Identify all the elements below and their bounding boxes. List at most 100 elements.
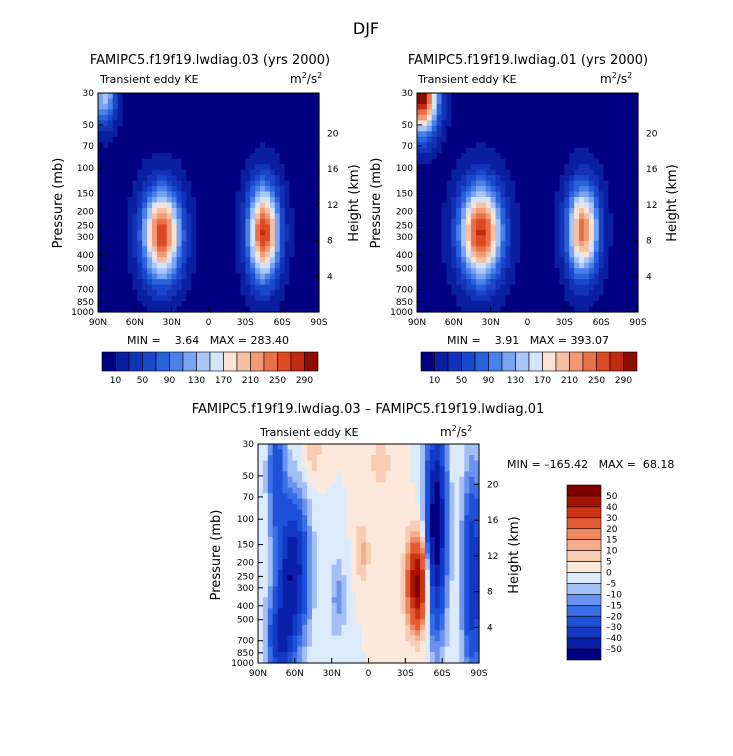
field-cell <box>424 564 431 571</box>
field-cell <box>321 537 328 544</box>
field-cell <box>166 213 173 220</box>
field-cell <box>267 537 274 544</box>
field-cell <box>127 235 133 242</box>
field-cell <box>240 93 246 100</box>
field-cell <box>171 120 178 127</box>
field-cell <box>186 207 192 215</box>
field-cell <box>156 268 163 275</box>
field-cell <box>618 207 624 215</box>
field-cell <box>415 454 421 462</box>
field-cell <box>569 284 575 291</box>
field-cell <box>267 476 274 483</box>
field-cell <box>299 98 305 105</box>
field-cell <box>132 218 138 225</box>
field-cell <box>574 295 580 302</box>
field-cell <box>469 482 475 489</box>
field-cell <box>375 509 382 516</box>
field-cell <box>258 493 264 500</box>
field-cell <box>554 290 561 297</box>
field-cell <box>461 273 467 280</box>
field-cell <box>485 114 492 121</box>
field-cell <box>142 218 148 225</box>
field-cell <box>299 153 305 160</box>
field-cell <box>262 493 269 500</box>
field-cell <box>152 98 158 105</box>
field-cell <box>312 498 318 505</box>
field-cell <box>314 164 320 171</box>
field-cell <box>346 553 352 560</box>
field-cell <box>444 460 451 467</box>
field-cell <box>250 109 256 116</box>
field-cell <box>613 240 619 247</box>
field-cell <box>186 103 192 111</box>
field-cell <box>395 548 402 555</box>
field-cell <box>439 498 446 505</box>
field-cell <box>201 284 207 291</box>
field-cell <box>449 482 456 489</box>
field-cell <box>240 235 246 242</box>
field-cell <box>161 114 168 121</box>
field-cell <box>191 136 197 143</box>
field-cell <box>321 564 328 571</box>
field-cell <box>284 284 291 291</box>
field-cell <box>505 93 511 100</box>
field-cell <box>593 131 600 138</box>
field-cell <box>405 493 411 500</box>
field-cell <box>469 575 475 582</box>
field-cell <box>549 147 556 154</box>
field-cell <box>593 147 600 154</box>
field-cell <box>456 301 462 308</box>
field-cell <box>618 295 624 302</box>
field-cell <box>274 109 281 116</box>
field-cell <box>464 531 470 538</box>
field-cell <box>441 295 448 302</box>
field-cell <box>250 251 256 258</box>
field-cell <box>312 482 318 489</box>
field-cell <box>564 191 570 198</box>
colorbar-label: 50 <box>456 376 468 386</box>
field-cell <box>142 224 148 231</box>
field-cell <box>255 235 261 242</box>
field-cell <box>282 564 289 571</box>
field-cell <box>361 575 367 582</box>
field-cell <box>549 229 556 236</box>
field-cell <box>309 273 315 280</box>
field-cell <box>505 284 511 291</box>
field-cell <box>598 301 605 308</box>
field-cell <box>250 235 256 242</box>
field-cell <box>618 180 624 187</box>
field-cell <box>250 180 256 187</box>
field-cell <box>583 257 590 264</box>
field-cell <box>142 103 148 111</box>
field-cell <box>471 246 477 253</box>
field-cell <box>490 98 497 105</box>
field-cell <box>312 553 318 560</box>
field-cell <box>400 493 406 500</box>
field-cell <box>181 120 187 127</box>
field-cell <box>421 158 428 165</box>
field-cell <box>539 103 546 111</box>
field-cell <box>549 169 556 176</box>
field-cell <box>297 493 303 500</box>
field-cell <box>206 301 212 308</box>
field-cell <box>279 284 286 291</box>
field-cell <box>544 125 551 132</box>
field-cell <box>274 251 281 258</box>
field-cell <box>341 542 347 549</box>
field-cell <box>559 213 565 220</box>
field-cell <box>429 586 436 593</box>
field-cell <box>331 553 338 560</box>
field-cell <box>230 120 237 127</box>
field-cell <box>444 476 451 483</box>
field-cell <box>284 273 291 280</box>
field-cell <box>312 465 318 472</box>
field-cell <box>102 175 109 182</box>
field-cell <box>456 197 462 204</box>
field-cell <box>112 191 119 198</box>
field-cell <box>316 476 323 483</box>
field-cell <box>312 542 318 549</box>
field-cell <box>534 251 541 258</box>
field-cell <box>132 131 138 138</box>
field-cell <box>424 542 431 549</box>
field-cell <box>316 444 323 451</box>
